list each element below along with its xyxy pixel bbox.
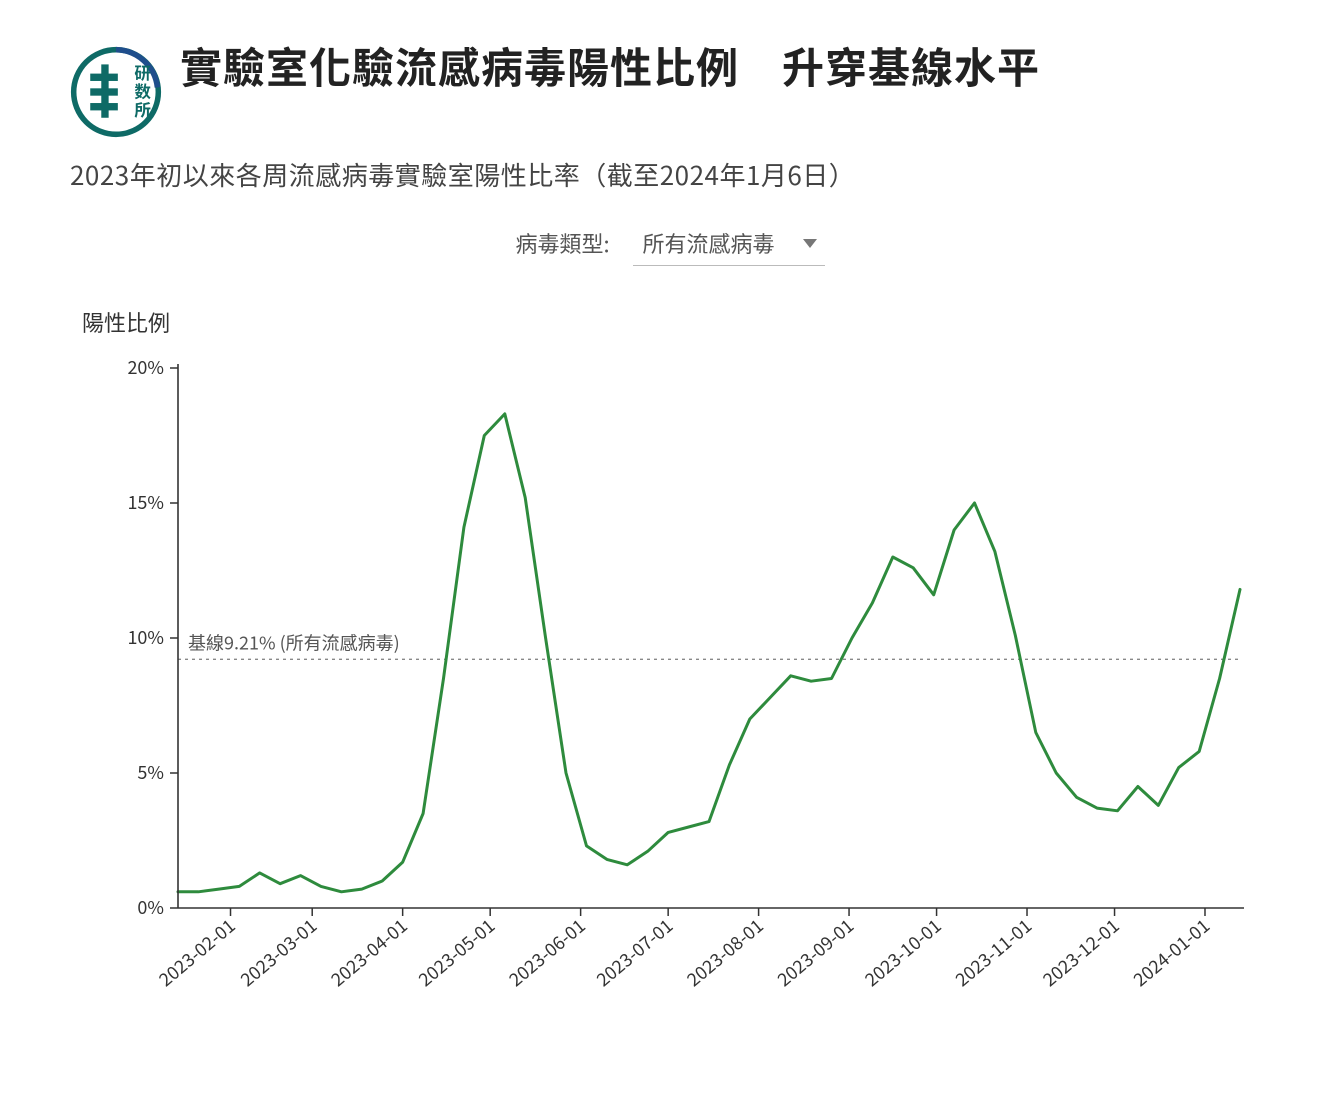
logo-icon: 研 数 所 <box>70 46 162 138</box>
svg-text:2023-12-01: 2023-12-01 <box>1037 913 1125 992</box>
svg-text:2023-06-01: 2023-06-01 <box>503 913 591 992</box>
svg-text:所: 所 <box>134 97 151 121</box>
select-value: 所有流感病毒 <box>643 227 775 259</box>
svg-text:2023-07-01: 2023-07-01 <box>590 913 678 992</box>
page-subtitle: 2023年初以來各周流感病毒實驗室陽性比率（截至2024年1月6日） <box>70 156 1270 193</box>
y-axis-label: 陽性比例 <box>82 306 1270 338</box>
page-title: 實驗室化驗流感病毒陽性比例 升穿基線水平 <box>180 40 1040 93</box>
svg-text:2023-05-01: 2023-05-01 <box>413 913 501 992</box>
virus-type-select[interactable]: 所有流感病毒 <box>633 223 825 266</box>
svg-text:2023-08-01: 2023-08-01 <box>681 913 769 992</box>
svg-text:2023-09-01: 2023-09-01 <box>771 913 859 992</box>
chevron-down-icon <box>803 239 817 248</box>
svg-text:2023-03-01: 2023-03-01 <box>235 913 323 992</box>
svg-text:5%: 5% <box>137 759 164 785</box>
svg-text:10%: 10% <box>127 624 164 650</box>
line-chart: 0%5%10%15%20%基線9.21% (所有流感病毒)2023-02-012… <box>70 348 1270 1068</box>
svg-text:2024-01-01: 2024-01-01 <box>1127 913 1215 992</box>
svg-text:0%: 0% <box>137 894 164 920</box>
svg-text:20%: 20% <box>127 354 164 380</box>
svg-text:15%: 15% <box>127 489 164 515</box>
svg-text:基線9.21% (所有流感病毒): 基線9.21% (所有流感病毒) <box>188 629 400 655</box>
svg-text:2023-02-01: 2023-02-01 <box>153 913 241 992</box>
svg-text:2023-11-01: 2023-11-01 <box>949 913 1037 992</box>
select-label: 病毒類型: <box>515 227 609 259</box>
svg-text:2023-10-01: 2023-10-01 <box>859 913 947 992</box>
svg-text:2023-04-01: 2023-04-01 <box>325 913 413 992</box>
